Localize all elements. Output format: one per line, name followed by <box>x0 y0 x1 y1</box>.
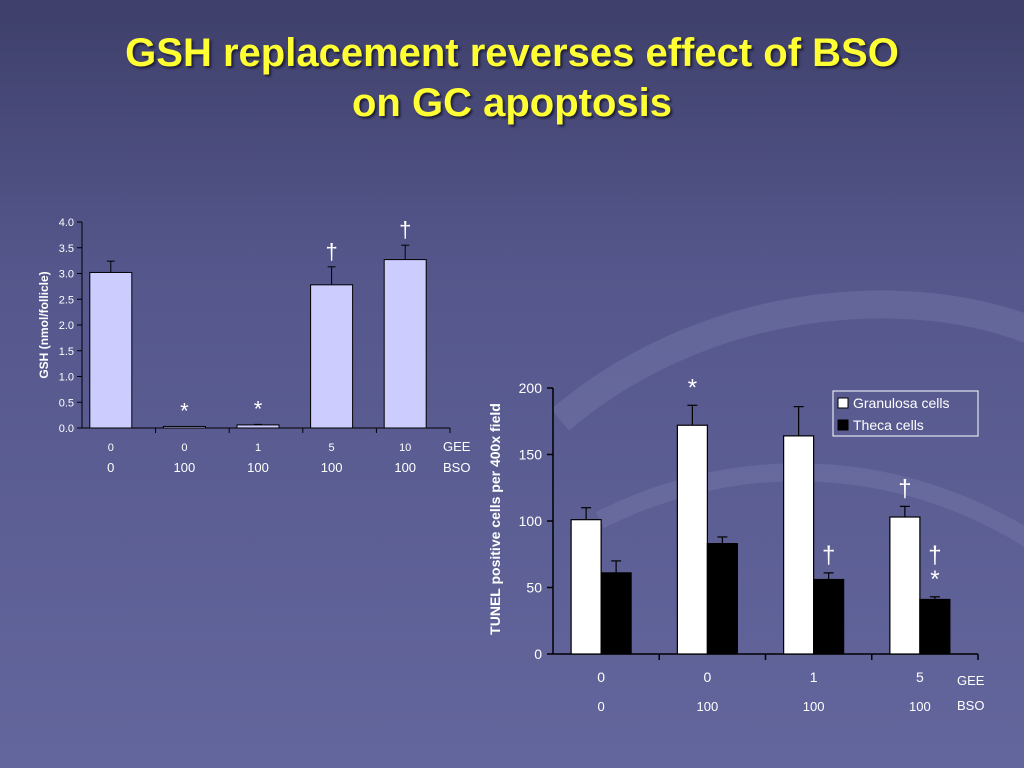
x-tick-label-gee: 1 <box>810 669 818 685</box>
granulosa-bar <box>676 424 708 655</box>
y-tick-label: 100 <box>519 513 543 529</box>
legend-swatch <box>837 397 849 409</box>
bar <box>383 259 427 429</box>
theca-bar <box>706 543 738 655</box>
x-tick-label-bso: 100 <box>697 699 719 714</box>
chart-legend: Granulosa cells Theca cells <box>832 390 979 437</box>
granulosa-bar <box>783 435 815 655</box>
x-tick-label-gee: 0 <box>181 442 187 454</box>
x-tick-label-bso: 100 <box>247 460 269 475</box>
gsh-bar-chart: 0.0 0.5 1.0 1.5 2.0 2.5 3.0 3.5 4.0 GSH (nmol/fol… <box>37 217 471 475</box>
slide-title: GSH replacement reverses effect of BSO o… <box>0 28 1024 128</box>
y-axis-label: TUNEL positive cells per 400x field <box>487 403 503 635</box>
row-label-bso: BSO <box>443 460 470 475</box>
y-tick-label: 4.0 <box>59 217 74 229</box>
significance-marker: * <box>930 566 939 593</box>
bar <box>310 284 354 429</box>
x-tick-label-gee: 0 <box>108 442 114 454</box>
background-swoosh <box>550 290 1024 547</box>
y-axis-label: GSH (nmol/follicle) <box>37 271 51 378</box>
legend-label: Granulosa cells <box>853 395 950 411</box>
y-tick-label: 1.5 <box>59 346 74 358</box>
y-tick-label: 200 <box>519 380 543 396</box>
y-tick-label: 0 <box>534 646 542 662</box>
swoosh-decoration <box>550 290 1024 431</box>
legend-swatch <box>837 419 849 431</box>
y-tick-label: 0.5 <box>59 397 74 409</box>
significance-marker: * <box>254 396 263 421</box>
significance-marker: † <box>822 542 835 569</box>
row-label-gee: GEE <box>443 439 471 454</box>
x-tick-label-gee: 5 <box>329 442 335 454</box>
theca-bar <box>600 572 632 655</box>
legend-frame <box>832 390 979 437</box>
significance-marker: † <box>928 542 941 569</box>
swoosh-decoration <box>595 463 1024 547</box>
y-tick-label: 3.5 <box>59 243 74 255</box>
significance-marker: † <box>399 217 411 242</box>
row-label-gee: GEE <box>957 673 985 688</box>
y-tick-label: 3.0 <box>59 269 74 281</box>
significance-marker: † <box>898 475 911 502</box>
significance-marker: * <box>688 374 697 401</box>
x-tick-label-bso: 0 <box>598 699 605 714</box>
y-tick-label: 2.5 <box>59 294 74 306</box>
x-tick-label-bso: 100 <box>394 460 416 475</box>
row-label-bso: BSO <box>957 698 984 713</box>
x-tick-label-bso: 0 <box>107 460 114 475</box>
legend-label: Theca cells <box>853 417 924 433</box>
x-tick-label-gee: 5 <box>916 669 924 685</box>
slide-title-line-1: GSH replacement reverses effect of BSO <box>125 31 899 75</box>
significance-marker: * <box>180 398 189 423</box>
y-tick-label: 50 <box>526 580 542 596</box>
bar <box>89 271 133 429</box>
significance-marker: † <box>325 239 337 264</box>
bar <box>236 424 280 429</box>
x-tick-label-bso: 100 <box>909 699 931 714</box>
granulosa-bar <box>570 519 602 655</box>
y-tick-label: 150 <box>519 447 543 463</box>
y-tick-label: 2.0 <box>59 320 74 332</box>
x-tick-label-bso: 100 <box>803 699 825 714</box>
bar <box>162 425 206 429</box>
x-tick-label-gee: 0 <box>597 669 605 685</box>
theca-bar <box>813 578 845 655</box>
x-tick-label-gee: 10 <box>399 442 411 454</box>
slide-title-line-2: on GC apoptosis <box>352 81 672 125</box>
x-tick-label-bso: 100 <box>174 460 196 475</box>
y-tick-label: 0.0 <box>59 423 74 435</box>
x-tick-label-gee: 0 <box>703 669 711 685</box>
y-tick-label: 1.0 <box>59 372 74 384</box>
granulosa-bar <box>889 516 921 655</box>
x-tick-label-gee: 1 <box>255 442 261 454</box>
theca-bar <box>919 598 951 655</box>
x-tick-label-bso: 100 <box>321 460 343 475</box>
